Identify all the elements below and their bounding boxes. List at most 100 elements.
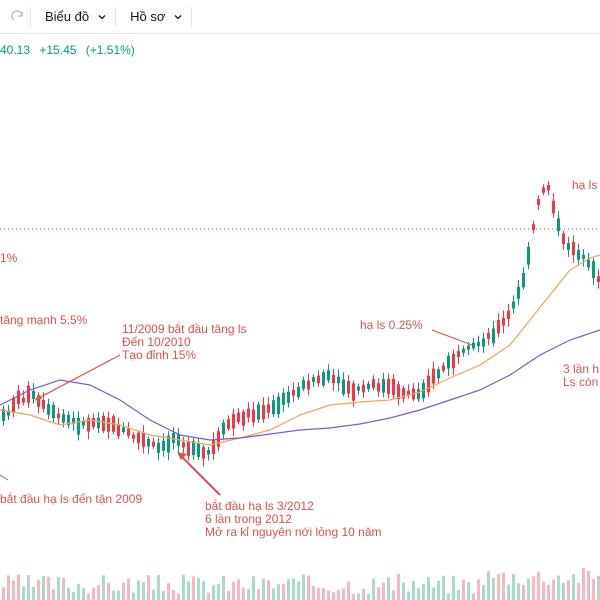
volume-bar [217,583,220,600]
annotation-line: Đến 10/2010 [122,335,191,349]
candle-body [247,408,250,418]
volume-bar [392,590,395,600]
candle-body [342,379,345,395]
candle-body [167,435,170,453]
volume-bar [357,593,360,600]
candle-body [372,379,375,388]
volume-bar [32,586,35,600]
volume-bar [472,593,475,600]
annotation-line: bắt đầu hạ ls 3/2012 [205,498,314,513]
volume-bar [152,589,155,600]
profile-menu-label: Hồ sơ [130,9,166,24]
volume-bar [292,578,295,600]
volume-bar [192,576,195,600]
candle-body [597,276,600,282]
volume-bar [577,582,580,600]
candle-body [162,440,165,451]
candle-body [567,243,570,250]
volume-bar [222,575,225,600]
candle-body [227,419,230,429]
candle-body [147,438,150,447]
candle-body [27,385,30,403]
candle-body [102,415,105,431]
volume-bar [112,590,115,600]
candle-body [457,351,460,358]
volume-bar [362,588,365,600]
annotation-line: tăng mạnh 5.5% [0,313,88,327]
annotation-5: hạ ls 0.25% [360,318,423,332]
volume-bar [432,587,435,600]
candle-body [472,342,475,349]
volume-bar [57,577,60,600]
candle-body [337,376,340,384]
volume-bar [202,581,205,600]
annotation-7: 3 lần h Ls còn [563,362,599,389]
volume-bar [232,581,235,600]
volume-bar [342,588,345,600]
candle-body [52,404,55,419]
profile-menu-button[interactable]: Hồ sơ [122,0,191,33]
candle-body [292,389,295,396]
volume-bar [547,584,550,600]
volume-bar [107,582,110,600]
volume-bar [377,587,380,600]
candle-body [272,400,275,415]
volume-bar [477,579,480,600]
volume-bar [557,575,560,600]
volume-bar [207,592,210,600]
volume-bar [427,577,430,600]
redo-icon[interactable] [6,0,30,33]
volume-bar [567,580,570,600]
candle-body [592,261,595,279]
annotation-arrow [179,454,221,496]
candle-body [572,241,575,256]
candle-body [107,417,110,432]
volume-bar [387,577,390,600]
arrow-head [35,394,42,400]
candle-body [517,286,520,299]
annotation-line: Ls còn [563,375,598,389]
candle-body [367,383,370,389]
candle-body [72,417,75,424]
chart-toolbar: Biểu đồ Hồ sơ [0,0,600,34]
volume-bar [162,590,165,600]
volume-bar [302,574,305,600]
volume-bar [97,584,100,600]
candle-body [382,379,385,393]
volume-bar [327,590,330,600]
volume-bar [37,580,40,600]
candle-body [392,378,395,395]
candle-body [222,422,225,435]
volume-bar [322,588,325,600]
annotation-arrow [0,474,9,481]
candle-body [322,372,325,386]
candle-body [582,254,585,259]
chart-menu-button[interactable]: Biểu đồ [37,0,115,33]
candle-body [332,374,335,384]
candle-body [527,246,530,265]
price-chart[interactable]: 1% tăng mạnh 5.5% 11/2009 bắt đầu tăng ls Đ… [0,34,600,600]
volume-bar [402,582,405,600]
annotation-arrow [431,329,473,346]
volume-bar [572,574,575,600]
volume-bar [412,581,415,600]
candle-body [117,424,120,437]
volume-bar [72,591,75,600]
volume-bar [187,581,190,600]
volume-bar [227,590,230,600]
candle-body [302,380,305,389]
volume-bar [12,580,15,600]
volume-bar [312,585,315,600]
candle-body [497,320,500,334]
candle-body [312,377,315,382]
volume-bar [142,582,145,600]
candle-body [432,368,435,384]
annotation-line: hạ ls [572,178,597,192]
candle-body [437,369,440,379]
volume-bar [517,583,520,600]
volume-bar [522,584,525,600]
volume-bar [137,580,140,600]
candle-body [522,272,525,288]
candle-body [547,185,550,191]
candle-body [542,187,545,193]
